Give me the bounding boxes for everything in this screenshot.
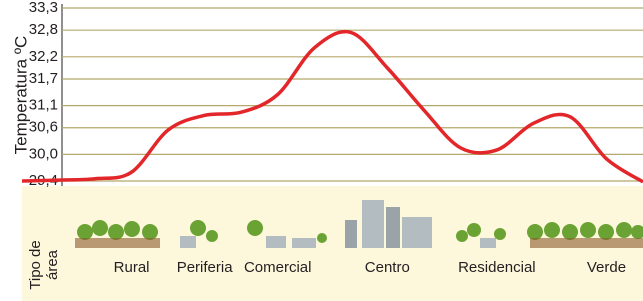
x-tick-label: Rural [114,259,150,276]
y-tick-label: 30,0 [29,145,58,162]
y-tick-label: 33,3 [29,0,58,16]
x-tick-label: Centro [365,259,410,276]
chart: Temperatura ºC Tipo de área 29,430,030,6… [0,0,643,301]
y-tick-label: 32,2 [29,48,58,65]
x-axis-label: Tipo de [27,240,44,289]
y-tick-label: 32,8 [29,21,58,38]
x-axis-label: área [44,249,61,280]
y-tick-label: 31,1 [29,97,58,114]
temperature-line [22,32,643,182]
x-tick-label: Periferia [177,259,234,276]
y-axis-label: Temperatura ºC [11,36,30,155]
y-tick-label: 31,7 [29,70,58,87]
x-tick-label: Comercial [244,259,312,276]
x-tick-label: Residencial [458,259,536,276]
y-tick-label: 30,6 [29,119,58,136]
x-tick-label: Verde [587,259,626,276]
